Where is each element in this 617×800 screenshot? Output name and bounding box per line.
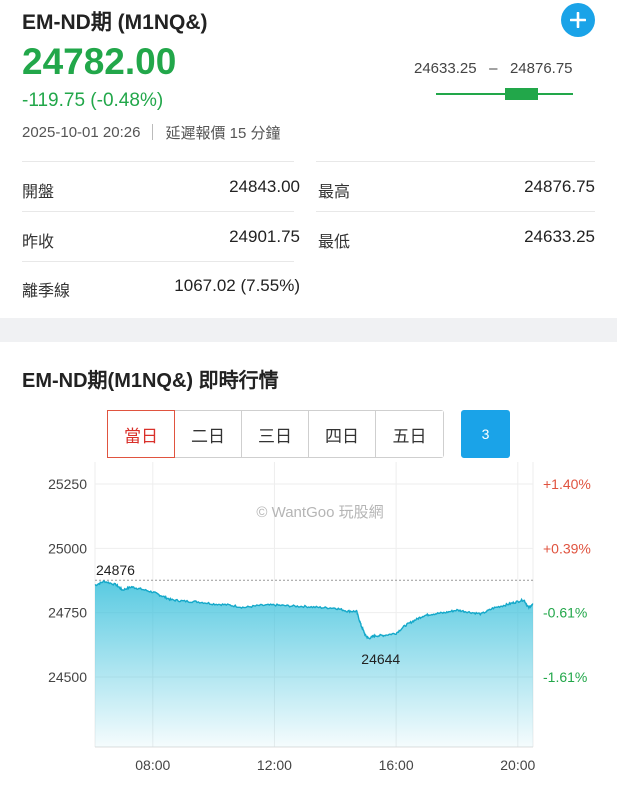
day-range-marker xyxy=(504,88,538,100)
high-label: 24876 xyxy=(96,562,135,578)
price-change: -119.75 (-0.48%) xyxy=(22,90,164,111)
divider xyxy=(22,211,294,212)
quote-timestamp: 2025-10-01 20:26 xyxy=(22,123,141,141)
divider xyxy=(22,161,294,162)
range-high: 24876.75 xyxy=(509,60,573,77)
watermark-text: © WantGoo 玩股網 xyxy=(256,504,383,521)
add-watchlist-button[interactable] xyxy=(561,3,595,37)
meta-divider xyxy=(152,124,154,140)
divider xyxy=(316,161,595,162)
x-tick-label: 12:00 xyxy=(257,757,292,773)
range-low: 24633.25 xyxy=(414,60,477,77)
quote-card: EM-ND期 (M1NQ&) 24782.00 -119.75 (-0.48%)… xyxy=(0,0,617,318)
tab-2-day[interactable]: 二日 xyxy=(175,411,242,457)
stat-label-prev-close: 昨收 xyxy=(22,234,55,251)
chart-option-button[interactable]: 3 xyxy=(461,410,510,458)
stat-value-high: 24876.75 xyxy=(524,177,595,196)
tab-4-day[interactable]: 四日 xyxy=(309,411,376,457)
chart-section-title: EM-ND期(M1NQ&) 即時行情 xyxy=(22,370,279,392)
stat-value-prev-close: 24901.75 xyxy=(229,227,300,246)
tab-5-day[interactable]: 五日 xyxy=(376,411,443,457)
stat-label-open: 開盤 xyxy=(22,184,55,201)
x-tick-label: 08:00 xyxy=(135,757,170,773)
right-tick-label: +1.40% xyxy=(543,476,591,492)
stat-label-high: 最高 xyxy=(318,184,351,201)
y-tick-label: 25250 xyxy=(48,476,87,492)
stat-value-open: 24843.00 xyxy=(229,177,300,196)
plus-icon xyxy=(570,12,586,28)
right-tick-label: -0.61% xyxy=(543,605,587,621)
day-range-text: 24633.25 – 24876.75 xyxy=(414,60,573,77)
instrument-title: EM-ND期 (M1NQ&) xyxy=(22,11,208,34)
chart-card: EM-ND期(M1NQ&) 即時行情 當日 二日 三日 四日 五日 3 © Wa… xyxy=(0,342,617,800)
y-tick-label: 24500 xyxy=(48,669,87,685)
divider xyxy=(22,261,294,262)
stat-value-low: 24633.25 xyxy=(524,227,595,246)
chart-marks xyxy=(94,579,534,747)
stat-label-quarter-line: 離季線 xyxy=(22,283,71,300)
right-tick-label: +0.39% xyxy=(543,540,591,556)
tab-3-day[interactable]: 三日 xyxy=(242,411,309,457)
stat-value-quarter-line: 1067.02 (7.55%) xyxy=(174,276,300,295)
y-tick-label: 25000 xyxy=(48,540,87,556)
quote-meta: 2025-10-01 20:26 延遲報價 15 分鐘 xyxy=(22,121,280,143)
x-tick-label: 16:00 xyxy=(379,757,414,773)
right-tick-label: -1.61% xyxy=(543,669,587,685)
delay-note: 延遲報價 15 分鐘 xyxy=(165,124,281,142)
range-separator: – xyxy=(489,60,498,77)
stat-label-low: 最低 xyxy=(318,234,351,251)
intraday-chart: © WantGoo 玩股網 25250 25000 24750 24500 +1.40%… xyxy=(48,462,591,773)
last-price: 24782.00 xyxy=(22,41,177,82)
day-range-bar xyxy=(436,93,573,95)
chart-labels: 25250 25000 24750 24500 +1.40% +0.39% -0.61% -1… xyxy=(48,476,591,773)
x-tick-label: 20:00 xyxy=(500,757,535,773)
price-area xyxy=(95,580,533,747)
period-tabs: 當日 二日 三日 四日 五日 xyxy=(107,410,444,458)
divider xyxy=(316,211,595,212)
low-label: 24644 xyxy=(361,651,400,667)
tab-1-day[interactable]: 當日 xyxy=(107,410,175,458)
price-line xyxy=(94,580,534,640)
y-tick-label: 24750 xyxy=(48,605,87,621)
